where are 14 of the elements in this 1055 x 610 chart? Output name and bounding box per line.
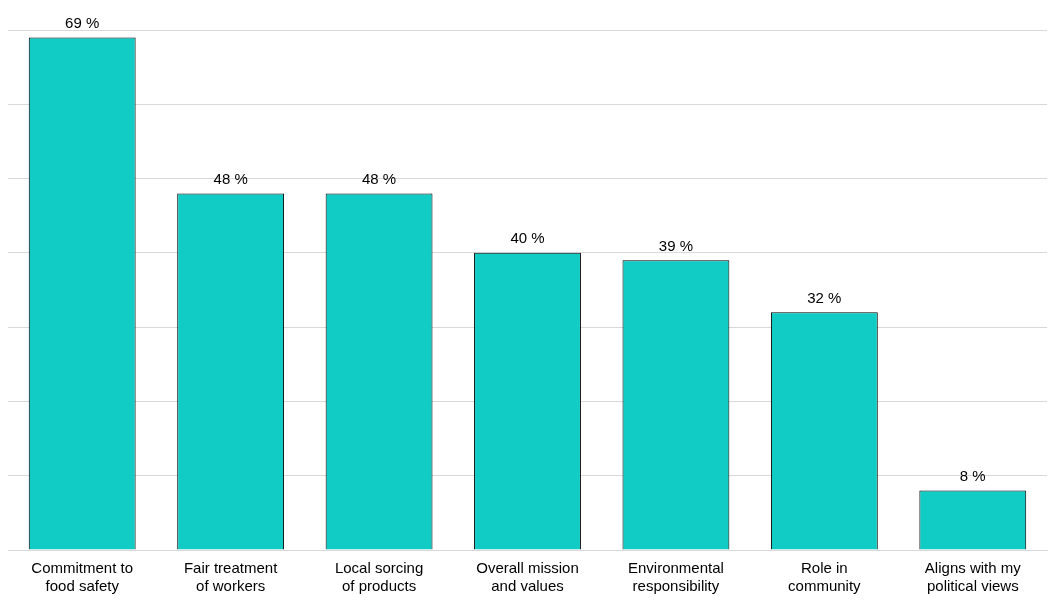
data-label: 48 % — [361, 170, 397, 188]
data-label: 40 % — [510, 229, 545, 247]
x-tick-label: Commitment to food safety — [31, 559, 134, 595]
x-tick-label: Fair treatment of workers — [183, 559, 279, 595]
data-label: 8 % — [959, 467, 986, 485]
x-tick-label: Overall mission and values — [476, 559, 579, 595]
data-label: 48 % — [213, 170, 248, 188]
x-tick-label: Local sorcing of products — [334, 559, 424, 595]
x-tick-label: Aligns with my political views — [924, 559, 1022, 595]
x-tick-label: Role in community — [788, 559, 862, 595]
data-label: 69 % — [65, 14, 100, 32]
x-tick-label: Environmental responsibility — [627, 559, 724, 595]
data-label: 32 % — [807, 288, 842, 306]
data-label: 39 % — [658, 236, 694, 254]
